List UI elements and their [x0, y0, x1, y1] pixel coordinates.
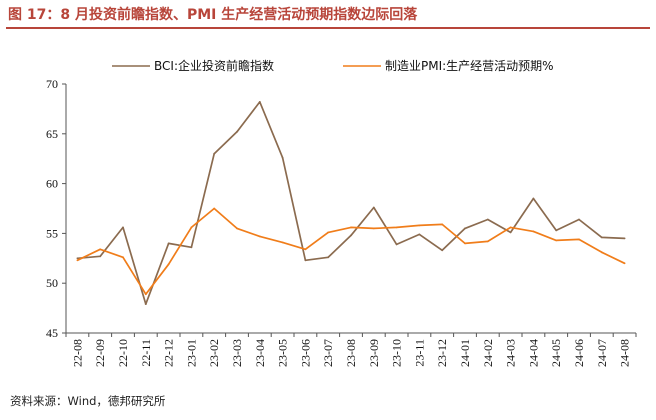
- legend: BCI:企业投资前瞻指数 制造业PMI:生产经营活动预期%: [112, 58, 554, 73]
- x-tick-label: 23-10: [390, 339, 404, 367]
- x-tick-label: 23-11: [412, 339, 426, 367]
- data-point: [258, 235, 261, 238]
- line-chart: BCI:企业投资前瞻指数 制造业PMI:生产经营活动预期% 45 50 55 60 65…: [46, 58, 637, 367]
- data-point: [258, 101, 261, 103]
- data-point: [464, 227, 466, 230]
- x-tick-label: 24-03: [504, 339, 518, 367]
- data-point: [76, 259, 79, 262]
- x-tick-label: 24-08: [618, 339, 632, 367]
- x-tick-label: 22-12: [162, 339, 176, 367]
- y-tick-label: 60: [46, 177, 58, 191]
- data-point: [281, 156, 284, 159]
- y-tick-label: 70: [46, 77, 58, 91]
- x-tick-label: 23-12: [435, 339, 449, 367]
- y-axis-ticks: 45 50 55 60 65 70: [46, 77, 66, 340]
- data-point: [486, 240, 489, 243]
- data-point: [464, 242, 466, 245]
- x-tick-label: 23-09: [367, 339, 381, 367]
- figure-title: 图 17：8 月投资前瞻指数、PMI 生产经营活动预期指数边际回落: [8, 7, 418, 23]
- x-tick-label: 23-01: [184, 339, 198, 367]
- x-tick-label: 23-08: [344, 339, 358, 367]
- data-point: [236, 130, 238, 133]
- data-point: [555, 239, 558, 242]
- source-note: 资料来源：Wind，德邦研究所: [10, 394, 166, 408]
- data-point: [350, 226, 352, 229]
- data-point: [600, 251, 603, 254]
- data-point: [167, 242, 170, 245]
- data-point: [190, 246, 193, 249]
- x-tick-label: 22-08: [70, 339, 84, 367]
- y-tick-label: 45: [46, 326, 58, 340]
- title-divider: [6, 27, 650, 29]
- data-point: [418, 233, 421, 236]
- data-point: [509, 226, 512, 229]
- data-point: [532, 197, 535, 200]
- data-point: [190, 226, 193, 229]
- x-tick-label: 23-03: [230, 339, 244, 367]
- data-point: [144, 293, 147, 296]
- data-point: [372, 206, 375, 209]
- data-point: [441, 223, 444, 226]
- data-point: [281, 241, 284, 244]
- data-point: [578, 238, 580, 241]
- data-point: [304, 248, 307, 251]
- x-tick-label: 22-10: [116, 339, 130, 367]
- y-tick-label: 50: [46, 276, 58, 290]
- data-point: [327, 231, 330, 234]
- data-point: [236, 227, 238, 230]
- data-point: [167, 263, 170, 266]
- x-tick-label: 23-05: [276, 339, 290, 367]
- x-tick-label: 22-09: [93, 339, 107, 367]
- x-tick-label: 23-06: [298, 339, 312, 367]
- data-point: [532, 230, 535, 233]
- data-point: [350, 234, 352, 237]
- x-tick-label: 24-02: [481, 339, 495, 367]
- y-tick-label: 55: [46, 226, 58, 240]
- data-point: [578, 218, 580, 221]
- data-point: [623, 237, 626, 240]
- data-point: [99, 248, 102, 251]
- data-point: [623, 262, 626, 265]
- data-point: [372, 227, 375, 230]
- data-point: [99, 255, 102, 258]
- x-tick-label: 24-05: [549, 339, 563, 367]
- data-point: [144, 303, 147, 305]
- data-point: [509, 231, 512, 234]
- data-point: [418, 224, 421, 227]
- data-point: [76, 257, 79, 260]
- x-tick-label: 23-07: [321, 339, 335, 367]
- data-point: [213, 152, 216, 155]
- x-tick-label: 24-01: [458, 339, 472, 367]
- data-point: [213, 207, 216, 210]
- data-point: [122, 226, 124, 229]
- x-tick-label: 23-04: [253, 339, 267, 367]
- series-layer: [76, 101, 626, 305]
- data-point: [486, 218, 489, 221]
- data-point: [327, 256, 330, 259]
- data-point: [122, 256, 124, 259]
- data-point: [600, 236, 603, 239]
- x-axis-ticks: 22-08 22-09 22-10 22-11 22-12 23-01 23-02 23-03…: [65, 333, 637, 367]
- legend-label-bci: BCI:企业投资前瞻指数: [154, 58, 274, 73]
- data-point: [441, 249, 444, 252]
- x-tick-label: 23-02: [207, 339, 221, 367]
- data-point: [395, 243, 398, 246]
- x-tick-label: 24-07: [595, 339, 609, 367]
- x-tick-label: 24-04: [526, 339, 540, 367]
- y-tick-label: 65: [46, 127, 58, 141]
- data-point: [395, 226, 398, 229]
- axes: [65, 84, 636, 334]
- series-line-pmi: [77, 207, 625, 296]
- data-point: [555, 229, 558, 232]
- series-line-bci: [77, 101, 625, 305]
- data-point: [304, 259, 307, 262]
- x-tick-label: 24-06: [572, 339, 586, 367]
- legend-label-pmi: 制造业PMI:生产经营活动预期%: [385, 59, 554, 73]
- x-tick-label: 22-11: [139, 339, 153, 367]
